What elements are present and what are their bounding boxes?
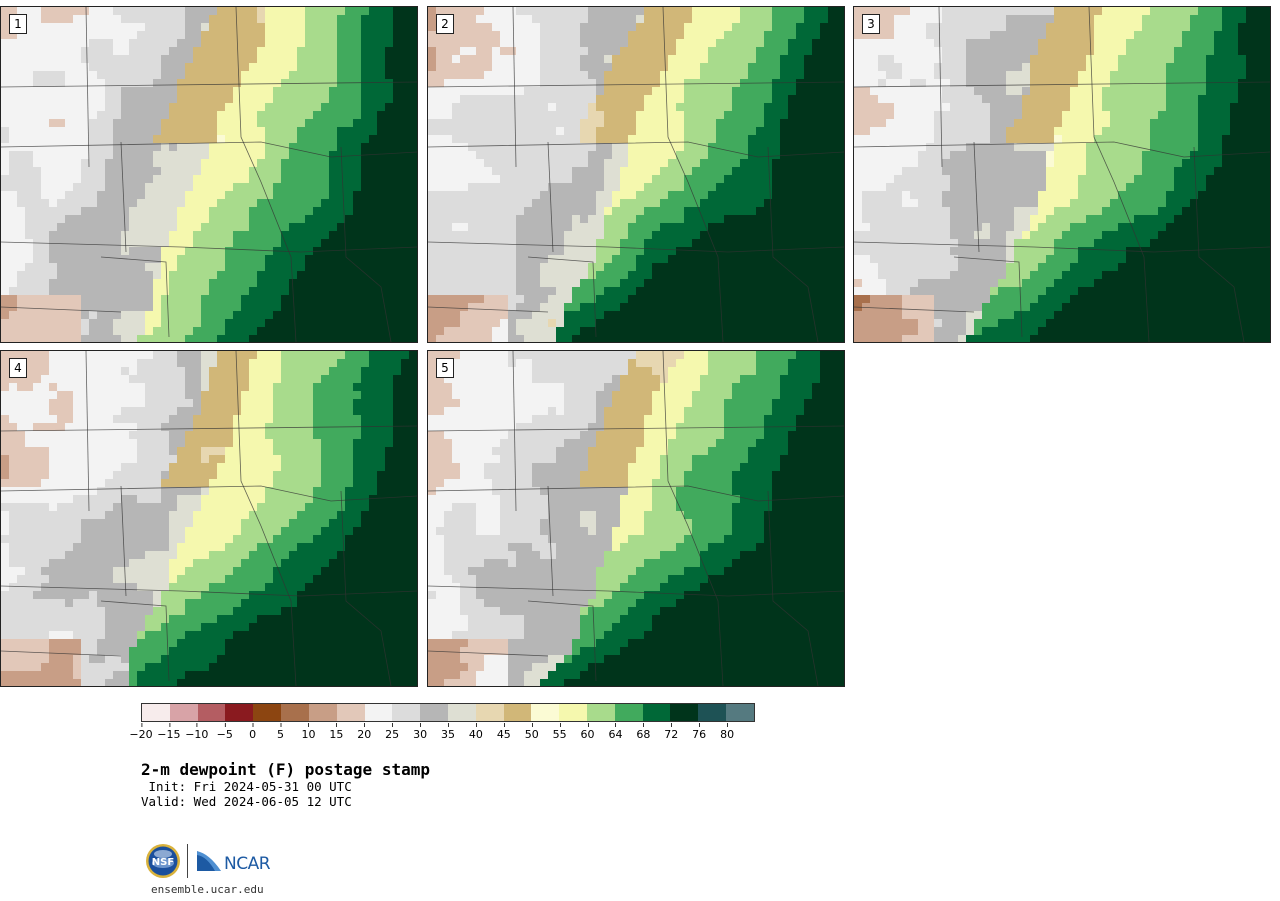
colorbar-tick-label: 5 [277,723,285,741]
ensemble-member-map-4[interactable]: 4 [0,350,418,687]
colorbar-swatch-13 [503,704,532,721]
colorbar-tick-label: −15 [157,723,181,741]
dewpoint-map-5 [428,351,844,686]
colorbar-swatch-2 [197,704,226,721]
colorbar-tick-label: 68 [636,723,651,741]
colorbar-swatch-9 [392,704,421,721]
colorbar-swatch-6 [308,704,337,721]
colorbar-tick-label: 55 [552,723,567,741]
colorbar-swatch-11 [447,704,476,721]
dewpoint-map-4 [1,351,417,686]
colorbar-swatch-10 [420,704,448,721]
dewpoint-colorbar [141,703,755,722]
ensemble-member-map-5[interactable]: 5 [427,350,845,687]
colorbar-swatch-1 [169,704,198,721]
member-number-label: 3 [862,14,880,34]
colorbar-tick-label: 35 [441,723,455,741]
colorbar-tick-label: 64 [608,723,623,741]
colorbar-swatch-0 [142,704,170,721]
logo-divider [187,844,188,878]
colorbar-tick-label: 0 [249,723,257,741]
colorbar-swatch-14 [531,704,560,721]
colorbar-tick-label: 40 [468,723,483,741]
colorbar-swatch-16 [587,704,615,721]
colorbar-tick-label: −10 [185,723,209,741]
ensemble-member-map-2[interactable]: 2 [427,6,845,343]
member-number-label: 5 [436,358,454,378]
colorbar-swatch-20 [698,704,727,721]
colorbar-swatch-7 [336,704,365,721]
valid-time: Valid: Wed 2024-06-05 12 UTC [141,794,352,809]
colorbar-swatch-8 [364,704,393,721]
colorbar-tick-labels: −20 −15 −10 −5 0 5 10 15 20 25 30 35 40 45 50 55 60 64 68 7… [129,723,755,744]
colorbar-tick-label: 80 [720,723,735,741]
ncar-logo-icon: NCAR [197,851,271,873]
sponsor-logos: NSF NCAR [145,843,275,881]
dewpoint-map-2 [428,7,844,342]
colorbar-swatch-18 [642,704,671,721]
website-url: ensemble.ucar.edu [151,883,264,896]
colorbar-tick-label: −20 [129,723,153,741]
colorbar-swatch-17 [614,704,643,721]
colorbar-swatch-19 [670,704,699,721]
colorbar-tick-label: 76 [692,723,707,741]
plot-title: 2-m dewpoint (F) postage stamp [141,760,430,779]
ensemble-member-map-3[interactable]: 3 [853,6,1271,343]
colorbar-tick-label: 20 [357,723,372,741]
member-number-label: 2 [436,14,454,34]
dewpoint-map-1 [1,7,417,342]
colorbar-tick-label: 50 [524,723,539,741]
colorbar-tick-label: 25 [385,723,400,741]
init-time: Init: Fri 2024-05-31 00 UTC [141,779,352,794]
colorbar-swatch-21 [726,704,754,721]
colorbar-swatch-12 [475,704,504,721]
colorbar-tick-label: 10 [301,723,316,741]
colorbar-swatch-15 [559,704,587,721]
ensemble-member-map-1[interactable]: 1 [0,6,418,343]
member-number-label: 1 [9,14,27,34]
colorbar-tick-label: −5 [216,723,233,741]
colorbar-tick-label: 45 [496,723,511,741]
colorbar-tick-label: 15 [329,723,344,741]
colorbar-tick-label: 30 [413,723,428,741]
colorbar-tick-label: 72 [664,723,679,741]
colorbar-swatch-4 [253,704,282,721]
dewpoint-map-3 [854,7,1270,342]
colorbar-swatch-3 [225,704,254,721]
nsf-logo-icon: NSF [146,844,180,878]
member-number-label: 4 [9,358,27,378]
colorbar-swatch-5 [281,704,309,721]
colorbar-tick-label: 60 [580,723,595,741]
